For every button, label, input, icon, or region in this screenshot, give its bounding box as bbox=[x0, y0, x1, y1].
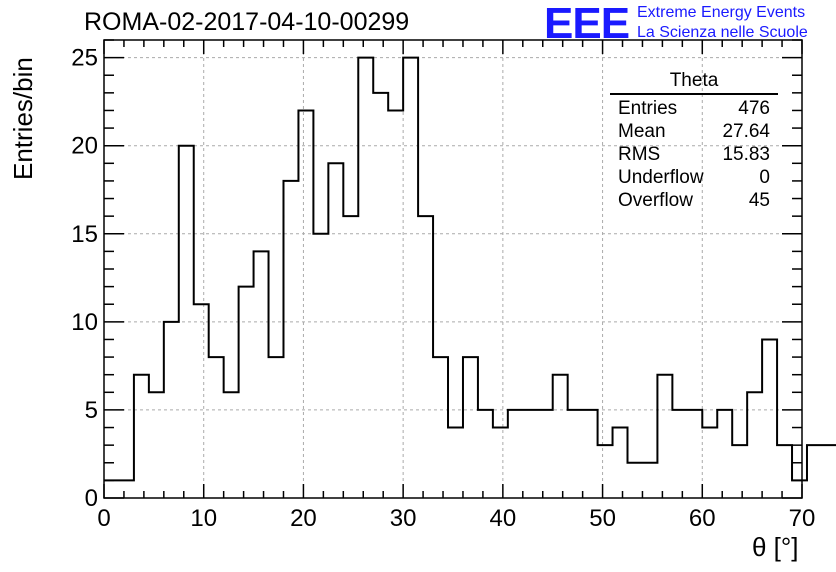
eee-logo: EEE bbox=[544, 0, 630, 48]
stats-label: RMS bbox=[618, 144, 661, 165]
stats-value: 15.83 bbox=[722, 144, 770, 165]
stats-value: 0 bbox=[759, 167, 770, 188]
logo-line-2: La Scienza nelle Scuole bbox=[637, 24, 808, 41]
stats-row-underflow: Underflow 0 bbox=[610, 166, 778, 189]
x-tick-label: 0 bbox=[97, 505, 110, 532]
stats-label: Entries bbox=[618, 98, 678, 119]
x-axis-label: θ [°] bbox=[752, 532, 799, 562]
chart-title: ROMA-02-2017-04-10-00299 bbox=[84, 8, 410, 36]
logo-line-1: Extreme Energy Events bbox=[637, 4, 806, 21]
x-tick-label: 40 bbox=[490, 505, 517, 532]
stats-label: Mean bbox=[618, 121, 666, 142]
x-tick-label: 50 bbox=[589, 505, 616, 532]
y-tick-label: 25 bbox=[71, 45, 98, 72]
stats-row-overflow: Overflow 45 bbox=[610, 189, 778, 212]
stats-label: Underflow bbox=[618, 167, 704, 188]
y-tick-label: 5 bbox=[85, 397, 98, 424]
x-tick-label: 30 bbox=[390, 505, 417, 532]
stats-value: 45 bbox=[748, 190, 770, 211]
stats-row-rms: RMS 15.83 bbox=[610, 143, 778, 166]
x-tick-label: 70 bbox=[789, 505, 816, 532]
stats-label: Overflow bbox=[618, 190, 693, 211]
y-axis-label: Entries/bin bbox=[8, 57, 38, 180]
stats-value: 27.64 bbox=[722, 121, 770, 142]
y-tick-label: 10 bbox=[71, 309, 98, 336]
y-tick-label: 20 bbox=[71, 133, 98, 160]
stats-row-mean: Mean 27.64 bbox=[610, 120, 778, 143]
x-tick-label: 10 bbox=[190, 505, 217, 532]
x-tick-label: 60 bbox=[689, 505, 716, 532]
stats-title: Theta bbox=[610, 70, 778, 95]
stats-row-entries: Entries 476 bbox=[610, 97, 778, 120]
stats-value: 476 bbox=[738, 98, 770, 119]
histogram-line bbox=[104, 56, 836, 482]
stats-box: Theta Entries 476 Mean 27.64 RMS 15.83 U… bbox=[610, 70, 778, 212]
y-tick-label: 15 bbox=[71, 221, 98, 248]
y-tick-label: 0 bbox=[85, 485, 98, 512]
x-tick-label: 20 bbox=[290, 505, 317, 532]
